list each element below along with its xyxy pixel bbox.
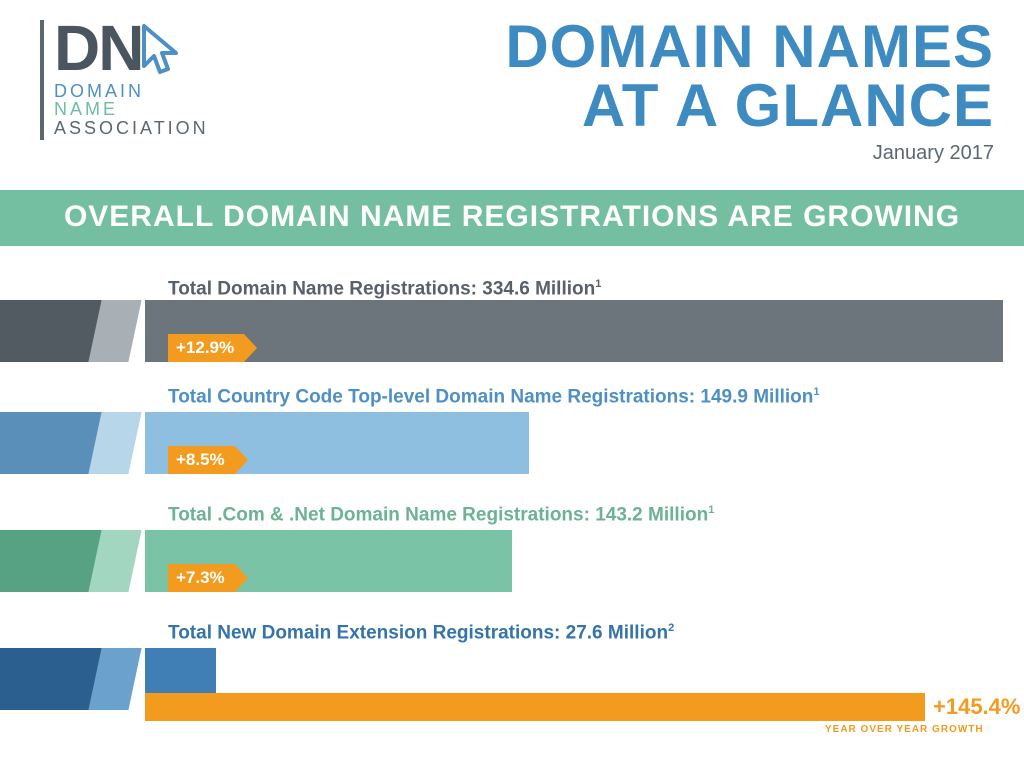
logo-subtitle: DOMAIN NAME ASSOCIATION <box>54 82 300 139</box>
bar-label: Total New Domain Extension Registrations… <box>168 622 674 644</box>
bar-label: Total Domain Name Registrations: 334.6 M… <box>168 278 601 300</box>
title-date: January 2017 <box>350 142 994 165</box>
data-bar <box>145 300 1003 362</box>
logo-block: DN DOMAIN NAME ASSOCIATION <box>40 20 300 138</box>
bar-label: Total .Com & .Net Domain Name Registrati… <box>168 504 714 526</box>
growth-badge: +12.9% <box>168 334 244 362</box>
infographic-root: DN DOMAIN NAME ASSOCIATION DOMAIN NAMES … <box>0 0 1024 763</box>
cursor-icon <box>140 24 182 84</box>
header: DN DOMAIN NAME ASSOCIATION DOMAIN NAMES … <box>0 0 1024 190</box>
logo-rule <box>40 20 44 140</box>
logo-mark: DN <box>54 20 300 84</box>
logo-mark-text: DN <box>54 20 142 78</box>
title-line-1: DOMAIN NAMES <box>350 18 994 77</box>
bar-chart: Total Domain Name Registrations: 334.6 M… <box>0 272 1024 763</box>
title-line-2: AT A GLANCE <box>350 77 994 136</box>
title-block: DOMAIN NAMES AT A GLANCE January 2017 <box>350 18 994 165</box>
section-banner: OVERALL DOMAIN NAME REGISTRATIONS ARE GR… <box>0 190 1024 246</box>
growth-percent: +145.4% <box>933 693 1020 721</box>
bar-label: Total Country Code Top-level Domain Name… <box>168 386 820 408</box>
logo-sub-domain: DOMAIN <box>54 82 300 101</box>
logo-sub-assoc: ASSOCIATION <box>54 119 300 138</box>
growth-badge: +8.5% <box>168 446 235 474</box>
yoy-caption: YEAR OVER YEAR GROWTH <box>825 724 984 735</box>
logo-sub-name: NAME <box>54 100 300 119</box>
bar-row: Total New Domain Extension Registrations… <box>0 648 1024 763</box>
growth-bar <box>145 693 925 721</box>
page-title: DOMAIN NAMES AT A GLANCE <box>350 18 994 136</box>
growth-badge: +7.3% <box>168 564 235 592</box>
data-bar <box>145 648 216 693</box>
